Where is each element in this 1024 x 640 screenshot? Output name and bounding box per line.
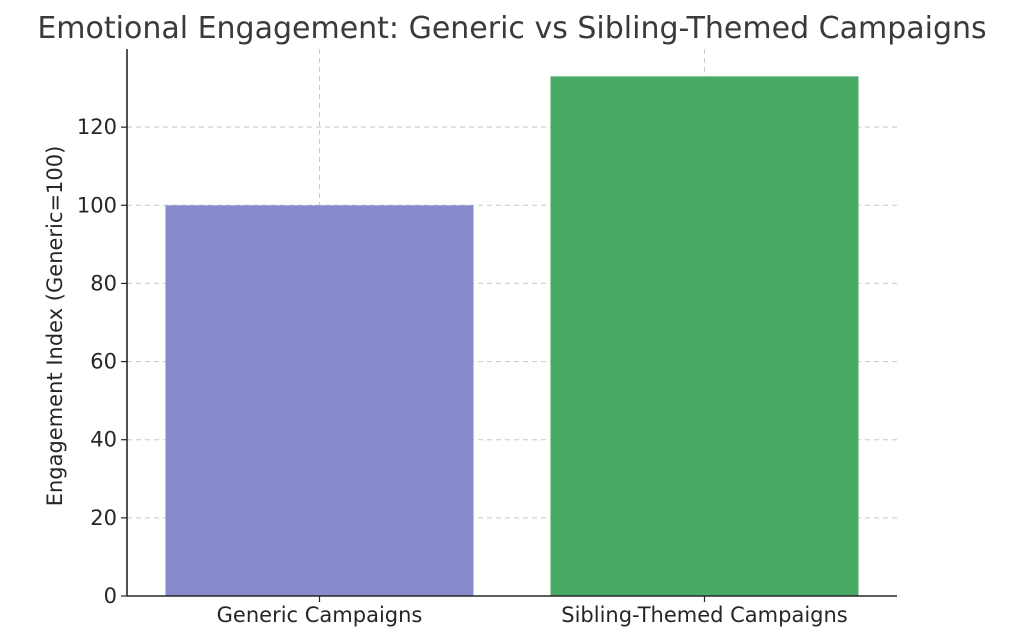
y-axis-label: Engagement Index (Generic=100) <box>43 146 67 507</box>
axes <box>126 49 897 597</box>
y-tick-label: 80 <box>90 271 117 295</box>
y-tick-label: 100 <box>77 193 117 217</box>
x-ticks: Generic Campaigns Sibling-Themed Campaign… <box>217 596 848 627</box>
x-tick-label: Generic Campaigns <box>217 603 423 627</box>
y-tick-label: 0 <box>104 584 117 608</box>
y-tick-label: 40 <box>90 428 117 452</box>
y-ticks: 0 20 40 60 80 100 120 <box>77 115 127 608</box>
x-tick-label: Sibling-Themed Campaigns <box>561 603 848 627</box>
y-tick-label: 20 <box>90 506 117 530</box>
bars <box>165 76 859 597</box>
y-tick-label: 60 <box>90 350 117 374</box>
bar-1 <box>165 205 474 597</box>
chart-title: Emotional Engagement: Generic vs Sibling… <box>37 11 986 46</box>
y-tick-label: 120 <box>77 115 117 139</box>
bar-2 <box>550 76 859 597</box>
